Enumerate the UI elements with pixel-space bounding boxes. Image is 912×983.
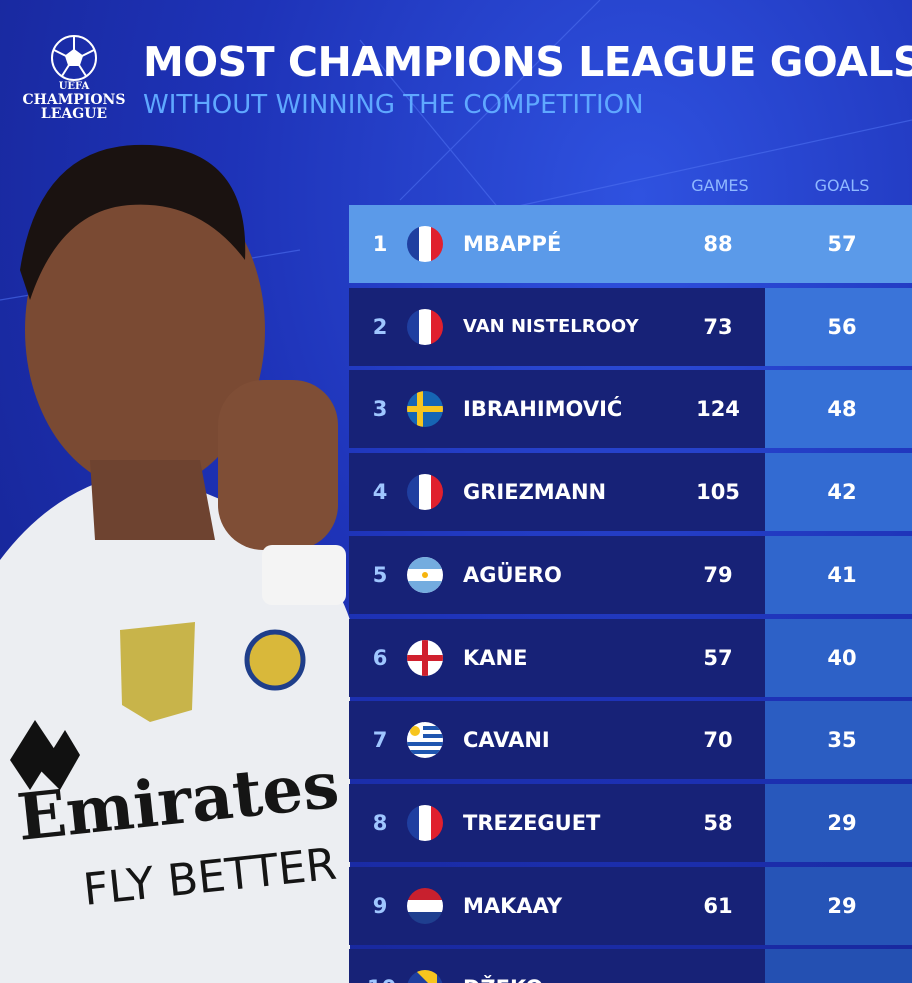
player-name: KANE [463,645,528,670]
table-row: 2 VAN NISTELROOY 73 56 [349,287,912,366]
goals: 29 [827,810,857,835]
rank: 9 [372,893,388,918]
goals: 40 [827,645,857,670]
goals-cell-bg [765,949,912,983]
games: 73 [703,314,733,339]
player-name: GRIEZMANN [463,480,607,505]
table-row: 6 KANE 57 40 [349,618,912,697]
player-name: DŽEKO [463,949,543,983]
logo-text: CHAMPIONS [22,91,126,108]
flag [407,556,443,597]
player-name: TREZEGUET [463,810,601,835]
games: 61 [703,893,733,918]
goals: 35 [827,728,857,753]
games: 57 [703,645,733,670]
title: MOST CHAMPIONS LEAGUE GOALS [143,38,912,86]
player-name: MAKAAY [463,893,563,918]
rank: 2 [372,314,388,339]
rank: 8 [372,810,388,835]
table-row: 1 MBAPPÉ 88 57 [349,205,912,283]
table-row: 4 GRIEZMANN 105 42 [349,453,912,532]
flag [407,970,443,983]
rank: 10 [367,949,396,983]
goals-cell-bg [765,453,912,532]
table-row: 7 CAVANI 70 35 [349,701,912,780]
goals: 48 [827,397,857,422]
games: 88 [703,232,733,256]
rank: 4 [372,480,388,505]
player-name: MBAPPÉ [463,232,562,256]
goals: 29 [827,893,857,918]
flag [407,474,443,514]
table-row: 10 DŽEKO [349,949,912,983]
rank: 3 [372,397,388,422]
flag [407,722,443,762]
goals-cell-bg [765,866,912,945]
goals: 41 [827,562,857,587]
table-row: 9 MAKAAY 61 29 [349,866,912,945]
flag [407,226,443,266]
logo-text: LEAGUE [40,106,108,123]
goals: 57 [827,232,857,256]
player-name: VAN NISTELROOY [463,315,639,337]
goals-cell-bg [765,287,912,366]
games: 79 [703,562,733,587]
flag [407,308,443,349]
games: 70 [703,728,733,753]
goals-cell-bg [765,701,912,780]
column-header: GOALS [814,176,870,195]
flag [407,804,443,845]
column-header: GAMES [691,176,749,195]
goals: 42 [827,480,857,505]
goals: 56 [827,314,857,339]
player-name: CAVANI [463,728,550,753]
rank: 1 [372,232,388,256]
logo-text: UEFA [58,81,90,92]
logo: UEFA CHAMPIONS LEAGUE [18,30,130,122]
rank: 7 [372,728,388,753]
player-name: IBRAHIMOVIĆ [463,397,623,422]
games: 105 [696,480,740,505]
table-row: 8 TREZEGUET 58 29 [349,783,912,862]
goals-cell-bg [765,783,912,862]
goals-cell-bg [765,370,912,449]
rank: 5 [372,562,388,587]
goals-cell-bg [765,618,912,697]
flag [407,391,443,431]
flag [407,887,443,928]
flag [407,639,443,680]
games: 58 [703,810,733,835]
table-row: 3 IBRAHIMOVIĆ 124 48 [349,370,912,449]
subtitle: WITHOUT WINNING THE COMPETITION [143,90,644,120]
goals-cell-bg [765,535,912,614]
player-name: AGÜERO [463,562,562,587]
rank: 6 [372,645,388,670]
games: 124 [696,397,740,422]
table-row: 5 AGÜERO 79 41 [349,535,912,614]
